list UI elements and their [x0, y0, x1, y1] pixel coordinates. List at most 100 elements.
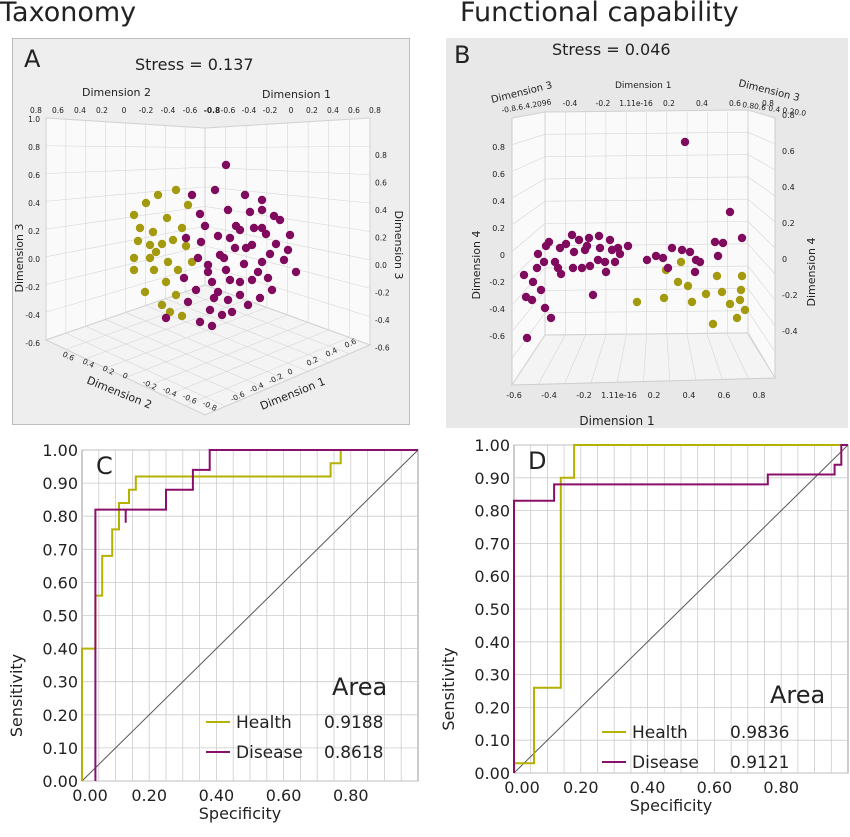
tick-label: -0.2: [375, 289, 390, 298]
tick-label: -0.6: [183, 106, 198, 115]
health-point: [165, 307, 175, 317]
disease-point: [203, 267, 213, 277]
tick-label: -0.4: [489, 305, 505, 314]
tick-label: 0.0: [28, 255, 40, 264]
disease-point: [196, 237, 206, 247]
disease-point: [685, 247, 695, 257]
panel-letter: D: [528, 447, 546, 475]
disease-point: [239, 259, 249, 269]
disease-point: [217, 310, 227, 320]
tick-label: 0.4: [683, 391, 696, 400]
disease-point: [179, 273, 189, 283]
y-axis-label: Sensitivity: [7, 654, 26, 737]
tick-label: 1.11e-16: [601, 391, 637, 400]
tick-label: 0.2: [306, 106, 318, 115]
health-point: [708, 319, 718, 329]
diagonal-reference-line: [513, 444, 849, 774]
legend-area-value: 0.8618: [324, 743, 383, 763]
disease-point: [213, 287, 223, 297]
y-tick-label: 0.30: [42, 673, 78, 692]
axis-label-dim2-top: Dimension 2: [82, 86, 151, 99]
disease-point: [247, 275, 257, 285]
disease-point: [713, 251, 723, 261]
grid-line: [707, 334, 723, 380]
grid-line: [204, 344, 371, 416]
disease-point: [737, 233, 747, 243]
disease-point: [223, 295, 233, 305]
grid-line: [747, 288, 776, 327]
disease-point: [725, 207, 735, 217]
legend-area-value: 0.9121: [730, 753, 789, 773]
disease-point: [536, 285, 546, 295]
health-roc-curve: [513, 444, 848, 773]
health-point: [187, 257, 197, 267]
health-point: [717, 287, 727, 297]
disease-point: [623, 241, 633, 251]
tick-label: -0.2: [782, 291, 798, 300]
tick-label: -0.4: [541, 391, 557, 400]
health-point: [153, 190, 163, 200]
disease-point: [658, 253, 668, 263]
y-tick-label: 0.70: [42, 540, 78, 559]
health-point: [659, 293, 669, 303]
health-point: [736, 285, 746, 295]
disease-point: [663, 263, 673, 273]
tick-label: -0.6: [25, 339, 40, 348]
grid-line: [564, 334, 586, 384]
y-tick-label: 0.30: [474, 666, 510, 685]
grid-line: [145, 322, 309, 388]
disease-point: [183, 297, 193, 307]
health-point: [732, 313, 742, 323]
tick-label: -0.2: [25, 283, 40, 292]
tick-label: 0.6: [729, 99, 741, 108]
grid-line: [747, 154, 776, 171]
health-point: [162, 213, 172, 223]
health-point: [687, 297, 697, 307]
disease-point: [532, 263, 542, 273]
tick-label: 0: [500, 251, 505, 260]
health-point: [133, 236, 143, 246]
tick-label: 1.0: [28, 115, 40, 124]
disease-point: [568, 263, 578, 273]
disease-point: [601, 267, 611, 277]
tick-label: 0.4: [327, 106, 339, 115]
tick-label: 0.6: [492, 170, 505, 179]
disease-point: [181, 233, 191, 243]
grid-line: [511, 334, 546, 386]
legend-series-name: Health: [236, 713, 292, 733]
disease-point: [594, 231, 604, 241]
y-tick-label: 1.00: [474, 436, 510, 455]
grid-line: [544, 332, 749, 336]
panel-letter-b: B: [454, 41, 470, 69]
roc-panel-c: 0.00 0.10 0.20 0.30 0.40 0.50 0.60 0.70 0.80 0.90…: [7, 441, 419, 823]
grid-line: [204, 284, 371, 346]
grid-line: [204, 225, 371, 261]
y-tick-label: 0.20: [42, 706, 78, 725]
disease-point: [257, 205, 267, 215]
legend-title: Area: [770, 681, 825, 709]
grid-line: [544, 109, 749, 113]
health-point: [171, 185, 181, 195]
health-point: [712, 271, 722, 281]
panel-b: B Stress = 0.046 Dimension 1 -0.4 -0.2 1.11e-…: [454, 40, 818, 428]
tick-label: 0.8: [369, 106, 381, 115]
y-tick-label: 0.60: [42, 573, 78, 592]
panel-b-stress: Stress = 0.046: [552, 40, 671, 59]
disease-point: [261, 229, 271, 239]
x-tick-label: 0.00: [504, 778, 540, 797]
disease-point: [235, 277, 245, 287]
disease-point: [265, 249, 275, 259]
disease-point: [574, 235, 584, 245]
panel-letter: C: [96, 452, 113, 480]
grid-line: [511, 178, 546, 199]
health-point: [183, 200, 193, 210]
axis-label-dim3-right: Dimension 3: [392, 211, 405, 280]
disease-point: [718, 238, 728, 248]
disease-point: [588, 290, 598, 300]
disease-point: [230, 243, 240, 253]
disease-point: [249, 223, 259, 233]
panel-a: A Stress = 0.137 0.8 0.6 0.4 0.2 0 -0.2 -0.4 -0.6…: [13, 45, 405, 416]
disease-point: [225, 275, 235, 285]
health-point: [140, 287, 150, 297]
x-axis-label: Specificity: [199, 804, 281, 823]
